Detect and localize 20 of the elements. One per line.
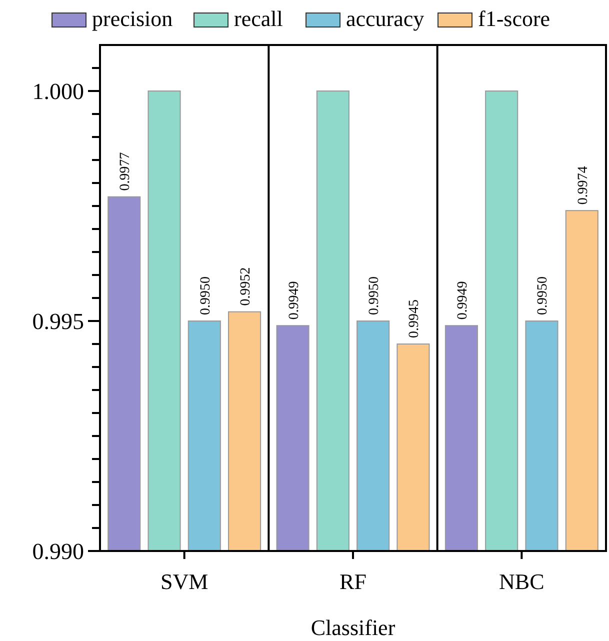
data-label: 0.9977 <box>118 152 134 191</box>
x-tick-label: SVM <box>160 569 208 594</box>
data-label: 0.9950 <box>367 276 382 315</box>
legend-label: precision <box>92 6 173 31</box>
data-label: 0.9949 <box>455 281 470 320</box>
y-tick-label: 0.990 <box>32 539 84 564</box>
data-label: 0.9952 <box>238 267 254 306</box>
x-tick-label: RF <box>340 569 366 594</box>
y-tick-label: 1.000 <box>32 79 84 104</box>
data-label: 0.9974 <box>576 166 591 205</box>
data-label: 0.9945 <box>407 300 422 338</box>
data-label: 0.9950 <box>536 276 551 315</box>
y-tick-label: 0.995 <box>32 309 84 334</box>
x-tick-label: NBC <box>499 569 544 594</box>
data-label: 0.9950 <box>198 276 214 315</box>
data-label: 0.9949 <box>286 281 302 320</box>
legend-label: accuracy <box>346 6 424 31</box>
x-axis-title: Classifier <box>310 615 396 640</box>
legend-label: recall <box>234 6 283 31</box>
legend-label: f1-score <box>478 6 550 31</box>
